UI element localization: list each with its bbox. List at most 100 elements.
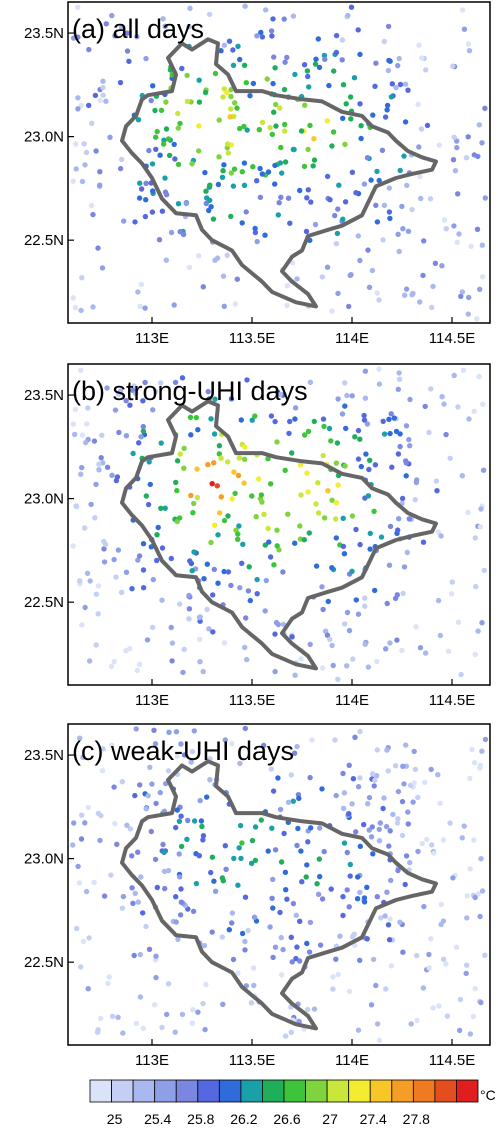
station-dot bbox=[321, 848, 327, 855]
station-dot bbox=[298, 848, 304, 854]
station-dot bbox=[243, 80, 249, 86]
station-dot bbox=[298, 492, 304, 498]
station-dot bbox=[109, 472, 115, 478]
station-dot bbox=[86, 658, 93, 664]
station-dot bbox=[257, 194, 264, 200]
station-dot bbox=[399, 495, 406, 502]
station-dot bbox=[351, 931, 357, 937]
station-dot bbox=[142, 213, 149, 220]
station-dot bbox=[226, 38, 233, 44]
station-dot bbox=[374, 168, 380, 175]
station-dot bbox=[399, 647, 405, 654]
station-dot bbox=[452, 168, 459, 174]
station-dot bbox=[200, 1000, 206, 1007]
station-dot bbox=[86, 935, 92, 941]
y-tick-label: 23.0N bbox=[24, 851, 64, 868]
station-dot bbox=[436, 1003, 442, 1009]
station-dot bbox=[207, 197, 213, 203]
station-dot bbox=[216, 443, 223, 449]
station-dot bbox=[439, 394, 445, 400]
station-dot bbox=[267, 924, 273, 930]
station-dot bbox=[396, 370, 402, 376]
station-dot bbox=[277, 160, 284, 166]
station-dot bbox=[341, 840, 348, 846]
station-dot bbox=[82, 162, 88, 168]
station-dot bbox=[187, 5, 193, 11]
station-dot bbox=[282, 121, 288, 128]
station-dot bbox=[330, 974, 336, 980]
station-dot bbox=[203, 188, 209, 194]
station-dot bbox=[217, 510, 223, 516]
station-dot bbox=[370, 112, 376, 118]
station-dot bbox=[347, 94, 354, 100]
station-dot bbox=[268, 481, 274, 487]
station-dot bbox=[111, 658, 117, 665]
station-dot bbox=[317, 942, 324, 948]
station-dot bbox=[188, 759, 194, 765]
station-dot bbox=[340, 515, 346, 521]
station-dot bbox=[184, 72, 190, 79]
station-dot bbox=[282, 1033, 289, 1039]
station-dot bbox=[208, 416, 214, 422]
station-dot bbox=[362, 595, 368, 601]
station-dot bbox=[454, 239, 460, 245]
station-dot bbox=[200, 668, 206, 675]
station-dot bbox=[319, 896, 326, 902]
station-dot bbox=[72, 305, 79, 311]
station-dot bbox=[294, 743, 300, 750]
station-dot bbox=[453, 944, 460, 950]
station-dot bbox=[241, 182, 248, 188]
station-dot bbox=[210, 629, 216, 635]
station-dot bbox=[288, 772, 294, 778]
station-dot bbox=[347, 861, 353, 868]
station-dot bbox=[304, 940, 310, 947]
y-tick-label: 22.5N bbox=[24, 954, 64, 971]
station-dot bbox=[397, 919, 403, 925]
station-dot bbox=[317, 825, 323, 831]
station-dot bbox=[340, 216, 346, 222]
station-dot bbox=[224, 90, 230, 96]
station-dot bbox=[365, 801, 371, 807]
station-dot bbox=[374, 219, 381, 225]
station-dot bbox=[364, 936, 370, 942]
station-dot bbox=[239, 930, 246, 937]
station-dot bbox=[75, 34, 81, 40]
station-dot bbox=[258, 817, 264, 823]
station-dot bbox=[140, 423, 146, 430]
station-dot bbox=[263, 577, 269, 584]
station-dot bbox=[149, 781, 155, 787]
station-dot bbox=[269, 895, 275, 901]
station-dot bbox=[181, 445, 187, 451]
colorbar-cell bbox=[240, 1079, 263, 1103]
station-dot bbox=[153, 134, 159, 140]
station-dot bbox=[381, 431, 388, 437]
station-dot bbox=[289, 260, 296, 266]
station-dot bbox=[196, 99, 203, 105]
station-dot bbox=[294, 842, 300, 849]
x-tick-label: 114E bbox=[335, 1052, 369, 1069]
station-dot bbox=[384, 102, 391, 109]
station-dot bbox=[222, 843, 228, 849]
station-dot bbox=[175, 201, 182, 207]
station-dot bbox=[387, 523, 394, 530]
station-dot bbox=[298, 128, 305, 134]
station-dot bbox=[274, 439, 280, 445]
station-dot bbox=[350, 656, 356, 662]
station-dot bbox=[235, 536, 241, 542]
station-dot bbox=[153, 800, 159, 807]
station-dot bbox=[274, 543, 280, 549]
station-dot bbox=[346, 904, 352, 910]
station-dot bbox=[405, 228, 412, 234]
station-dot bbox=[193, 414, 199, 421]
station-dot bbox=[221, 162, 227, 168]
station-dot bbox=[142, 379, 148, 386]
station-dot bbox=[385, 922, 392, 928]
station-dot bbox=[229, 920, 235, 926]
station-dot bbox=[111, 556, 117, 563]
station-dot bbox=[296, 958, 303, 964]
station-dot bbox=[381, 795, 387, 801]
station-dot bbox=[168, 229, 175, 236]
station-dot bbox=[146, 147, 152, 154]
station-dot bbox=[417, 299, 423, 305]
station-dot bbox=[239, 220, 245, 226]
